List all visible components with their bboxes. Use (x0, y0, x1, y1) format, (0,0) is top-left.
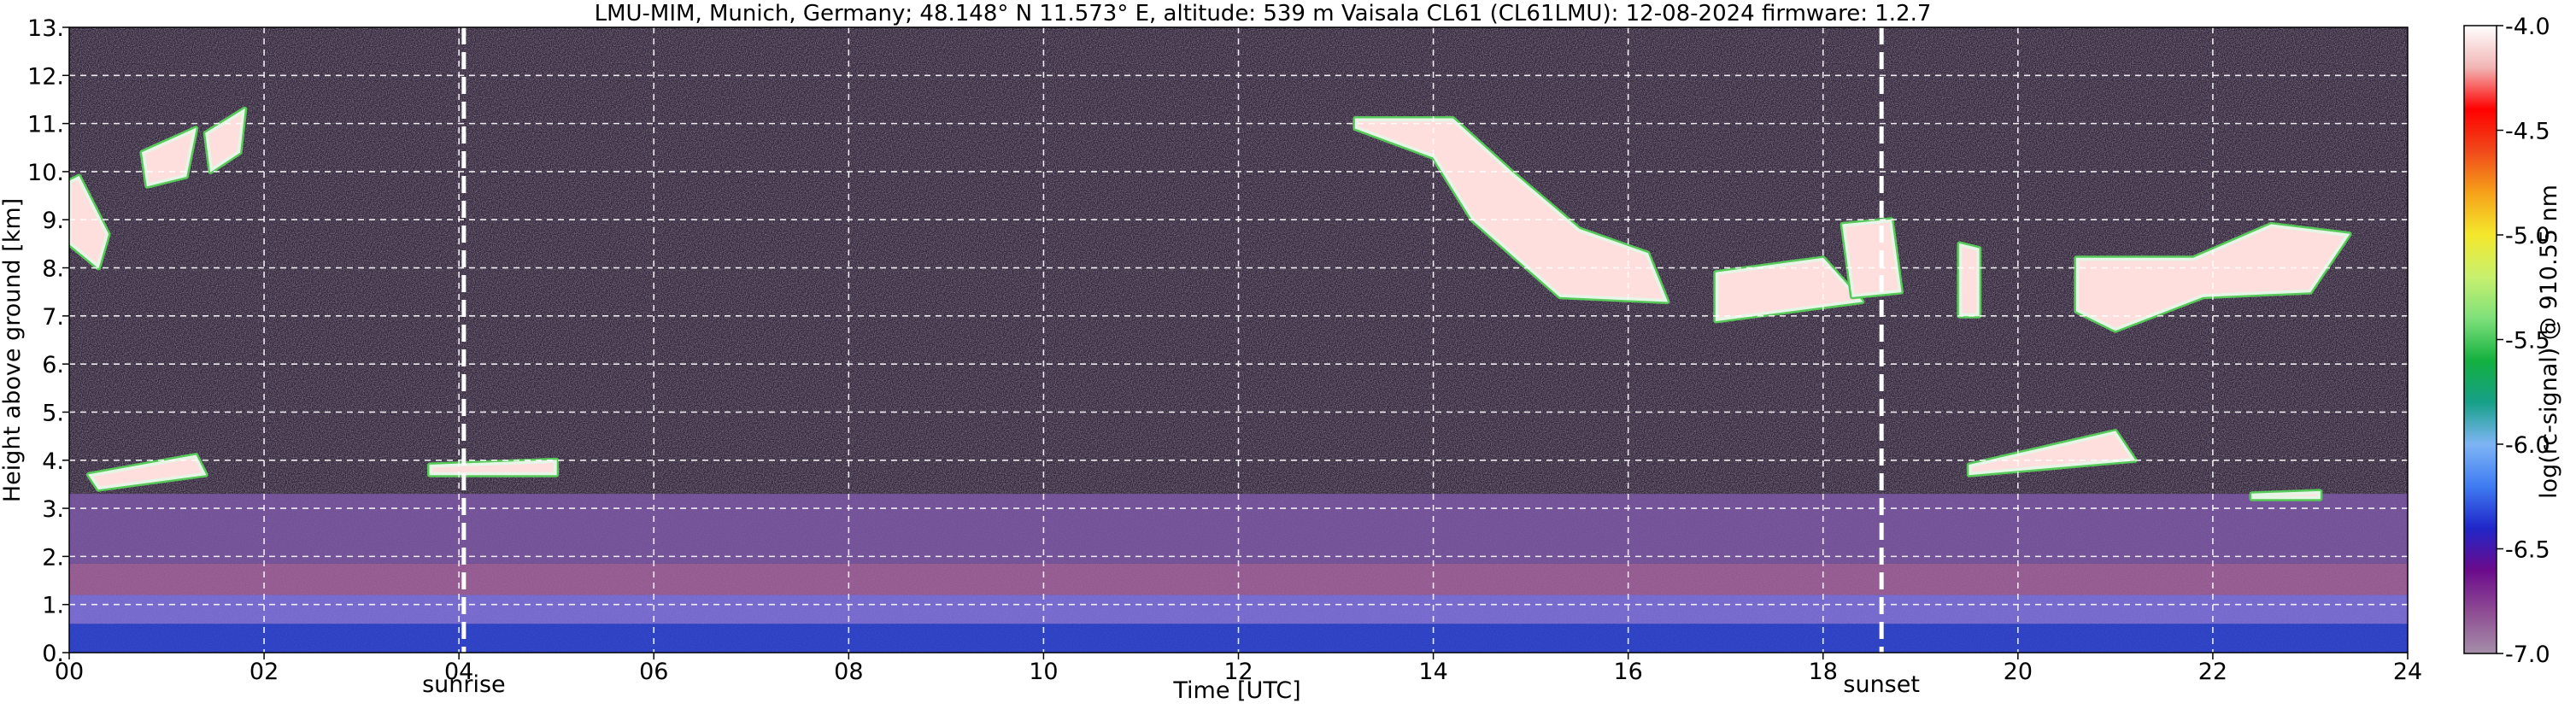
y-tick-label: 2. (42, 544, 64, 571)
colorbar-tick-label: -6.5 (2505, 537, 2550, 564)
y-tick-label: 5. (42, 400, 64, 426)
y-tick-label: 3. (42, 496, 64, 523)
colorbar-tick-label: -4.5 (2505, 119, 2550, 145)
x-tick-label: 24 (2393, 659, 2422, 685)
x-tick-label: 20 (2004, 659, 2033, 685)
x-tick-label: 04 (444, 659, 473, 685)
x-tick-label: 16 (1613, 659, 1642, 685)
cloud-core-cirrus-band-13-15 (1354, 118, 1669, 302)
x-tick-label: 12 (1223, 659, 1253, 685)
colorbar-tick-label: -6.0 (2505, 432, 2550, 459)
cloud-core-cirrus-early-a (69, 175, 109, 269)
chart-title: LMU-MIM, Munich, Germany; 48.148° N 11.5… (595, 1, 1932, 26)
grid (69, 27, 2408, 653)
cloud-core-alto-sunrise (429, 460, 557, 476)
y-tick-label: 8. (42, 256, 64, 283)
y-tick-label: 1. (42, 593, 64, 619)
sun-markers (461, 27, 1884, 653)
x-axis-label: Time [UTC] (1172, 677, 1300, 704)
colorbar-tick-label: -5.5 (2505, 328, 2550, 354)
y-axis-ticks: 0. 1. 2. 3. 4. 5. 6. 7. 8. 9. 10. 11. 12. 13. (27, 15, 69, 667)
x-tick-label: 14 (1418, 659, 1447, 685)
x-tick-label: 22 (2198, 659, 2227, 685)
cloud-core-cirrus-sunset (1842, 219, 1902, 297)
x-axis-ticks: 00 02 04 06 08 10 12 14 16 18 20 22 24 (55, 653, 2422, 685)
colorbar-tick-label: -7.0 (2505, 642, 2550, 668)
cloud-core-alto-early (87, 454, 207, 490)
y-tick-label: 4. (42, 448, 64, 475)
sun-marker-labels: sunrise sunset (422, 671, 1920, 698)
y-tick-label: 0. (42, 641, 64, 667)
x-tick-label: 02 (249, 659, 279, 685)
colorbar-label: log(rc-signal) @ 910.55 nm (2536, 185, 2562, 499)
colorbar-tick-label: -5.0 (2505, 223, 2550, 249)
y-tick-label: 13. (27, 15, 64, 42)
colorbar-tick-label: -4.0 (2505, 14, 2550, 40)
y-tick-label: 9. (42, 208, 64, 234)
cloud-core-cirrus-band-16-18 (1715, 257, 1863, 322)
cloud-core-cirrus-early-c (205, 108, 245, 173)
plot-area (69, 27, 2408, 653)
y-tick-label: 7. (42, 304, 64, 331)
x-tick-label: 08 (834, 659, 863, 685)
x-tick-label: 00 (55, 659, 84, 685)
y-tick-label: 11. (27, 112, 64, 138)
y-tick-label: 12. (27, 63, 64, 90)
x-tick-label: 10 (1029, 659, 1058, 685)
colorbar-rect (2463, 25, 2497, 654)
y-axis-label: Height above ground [km] (0, 198, 26, 502)
y-tick-label: 10. (27, 160, 64, 186)
y-tick-label: 6. (42, 352, 64, 378)
cloud-core-alto-evening (1969, 431, 2136, 476)
cloud-core-cirrus-evening-a (1958, 243, 1980, 317)
layer-residual-layer (69, 563, 2408, 595)
x-tick-label: 06 (639, 659, 668, 685)
x-tick-label: 18 (1809, 659, 1838, 685)
marker-label-sunrise: sunrise (422, 671, 506, 698)
marker-label-sunset: sunset (1843, 671, 1920, 698)
colorbar-ticks: -7.0 -6.5 -6.0 -5.5 -5.0 -4.5 -4.0 (2497, 14, 2550, 668)
cloud-core-alto-late (2251, 490, 2321, 500)
colorbar: -7.0 -6.5 -6.0 -5.5 -5.0 -4.5 -4.0 log(rc-sign… (2463, 14, 2562, 668)
